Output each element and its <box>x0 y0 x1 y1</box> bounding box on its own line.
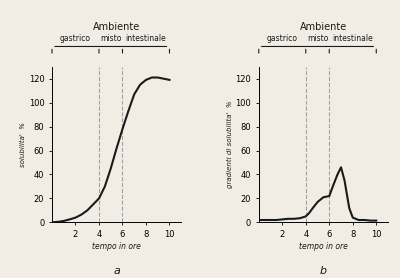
Text: intestinale: intestinale <box>332 34 373 43</box>
X-axis label: tempo in ore: tempo in ore <box>299 242 348 251</box>
Y-axis label: solubilita'  %: solubilita' % <box>20 122 26 167</box>
Text: Ambiente: Ambiente <box>300 23 347 33</box>
X-axis label: tempo in ore: tempo in ore <box>92 242 141 251</box>
Text: misto: misto <box>307 34 328 43</box>
Text: b: b <box>320 266 327 276</box>
Text: misto: misto <box>100 34 122 43</box>
Text: gastrico: gastrico <box>60 34 91 43</box>
Y-axis label: gradienti di solubilita'  %: gradienti di solubilita' % <box>226 101 233 188</box>
Text: a: a <box>113 266 120 276</box>
Text: Ambiente: Ambiente <box>93 23 140 33</box>
Text: intestinale: intestinale <box>126 34 166 43</box>
Text: gastrico: gastrico <box>267 34 298 43</box>
